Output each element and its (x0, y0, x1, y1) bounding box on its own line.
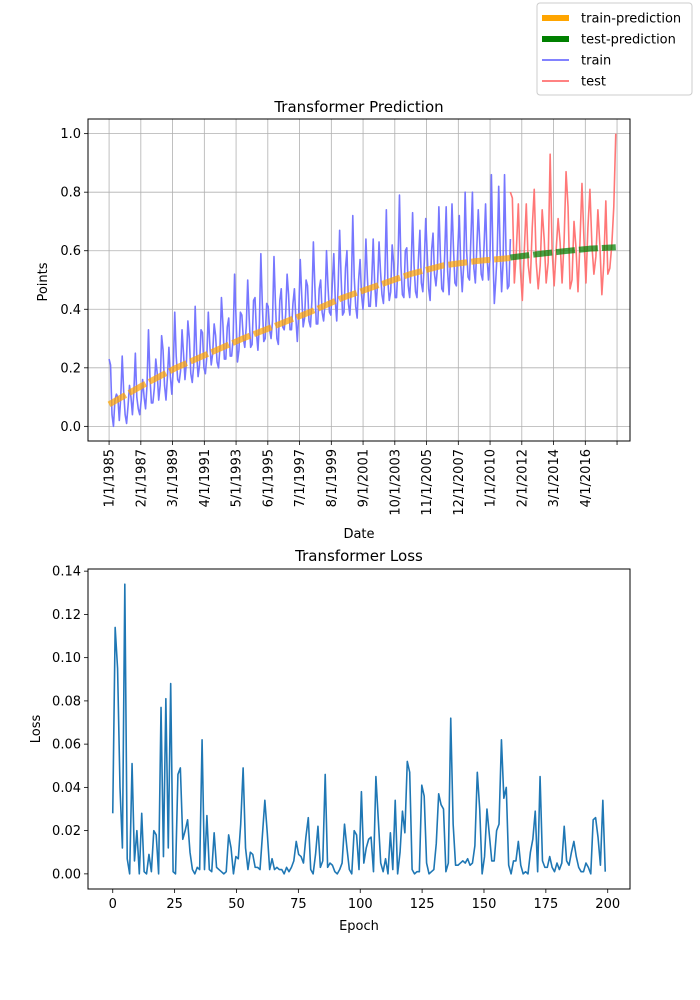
prediction-x-tick-label: 7/1/1997 (293, 449, 308, 507)
loss-y-tick-label: 0.14 (52, 565, 81, 580)
prediction-x-tick-label: 10/1/2003 (388, 449, 403, 516)
prediction-y-tick-label: 0.8 (60, 186, 81, 201)
loss-y-axis-label: Loss (29, 715, 44, 744)
loss-series (111, 583, 607, 875)
prediction-x-tick-label: 2/1/1987 (134, 449, 149, 507)
loss-x-tick-label: 75 (290, 897, 307, 912)
loss-x-tick-label: 25 (166, 897, 183, 912)
loss-x-tick-label: 125 (410, 897, 435, 912)
loss-plot-frame (87, 568, 631, 890)
series-loss (111, 583, 607, 875)
series-test (509, 133, 617, 302)
loss-y-tick-label: 0.06 (52, 738, 81, 753)
prediction-y-axis-label: Points (36, 262, 51, 301)
legend-label-train-prediction: train-prediction (581, 12, 681, 27)
loss-y-ticks: 0.00 0.02 0.04 0.06 0.08 0.10 0.12 0.14 (52, 565, 88, 882)
prediction-x-tick-label: 8/1/1999 (325, 449, 340, 507)
loss-y-tick-label: 0.02 (52, 824, 81, 839)
legend-box (536, 2, 693, 96)
series-train (108, 173, 512, 428)
loss-x-tick-label: 100 (348, 897, 373, 912)
legend-label-train: train (581, 54, 611, 69)
prediction-y-ticks: 0.0 0.2 0.4 0.6 0.8 1.0 (60, 127, 88, 435)
prediction-x-tick-label: 12/1/2007 (452, 449, 467, 516)
prediction-y-tick-label: 0.2 (60, 361, 81, 376)
legend: train-prediction test-prediction train test (536, 2, 693, 96)
loss-y-tick-label: 0.08 (52, 694, 81, 709)
prediction-x-tick-label: 1/1/1985 (103, 449, 118, 507)
prediction-y-tick-label: 0.6 (60, 244, 81, 259)
prediction-x-tick-label: 3/1/2014 (547, 449, 562, 507)
prediction-x-tick-label: 4/1/2016 (579, 449, 594, 507)
legend-label-test: test (581, 75, 606, 90)
loss-x-tick-label: 200 (595, 897, 620, 912)
loss-y-tick-label: 0.00 (52, 867, 81, 882)
prediction-x-tick-label: 9/1/2001 (357, 449, 372, 507)
prediction-y-tick-label: 0.0 (60, 420, 81, 435)
loss-y-tick-label: 0.12 (52, 608, 81, 623)
loss-x-tick-label: 50 (228, 897, 245, 912)
loss-x-ticks: 0 25 50 75 100 125 150 175 200 (109, 889, 620, 912)
loss-chart-title: Transformer Loss (294, 547, 423, 565)
prediction-x-tick-label: 11/1/2005 (420, 449, 435, 516)
prediction-series (107, 133, 617, 428)
series-test-prediction (510, 244, 616, 261)
prediction-chart: Transformer Prediction 0.0 0.2 0.4 0.6 0.8 1.… (36, 98, 631, 542)
legend-label-test-prediction: test-prediction (581, 33, 676, 48)
loss-x-axis-label: Epoch (339, 919, 379, 934)
loss-y-tick-label: 0.04 (52, 781, 81, 796)
prediction-x-tick-label: 1/1/2010 (484, 449, 499, 507)
prediction-x-axis-label: Date (343, 527, 374, 542)
prediction-y-tick-label: 1.0 (60, 127, 81, 142)
loss-x-tick-label: 0 (109, 897, 117, 912)
prediction-x-ticks: 1/1/1985 2/1/1987 3/1/1989 4/1/1991 5/1/1993… (103, 441, 618, 516)
series-train-prediction (107, 255, 511, 408)
loss-x-tick-label: 175 (533, 897, 558, 912)
prediction-chart-title: Transformer Prediction (273, 98, 443, 116)
prediction-x-tick-label: 3/1/1989 (166, 449, 181, 507)
prediction-x-tick-label: 5/1/1993 (230, 449, 245, 507)
loss-y-tick-label: 0.10 (52, 651, 81, 666)
prediction-plot-frame (87, 118, 631, 442)
loss-chart: Transformer Loss 0.00 0.02 0.04 0.06 0.08 0.1… (29, 547, 631, 934)
prediction-x-tick-label: 4/1/1991 (198, 449, 213, 507)
loss-x-tick-label: 150 (472, 897, 497, 912)
prediction-y-tick-label: 0.4 (60, 303, 81, 318)
prediction-x-tick-label: 6/1/1995 (261, 449, 276, 507)
prediction-x-tick-label: 2/1/2012 (515, 449, 530, 507)
